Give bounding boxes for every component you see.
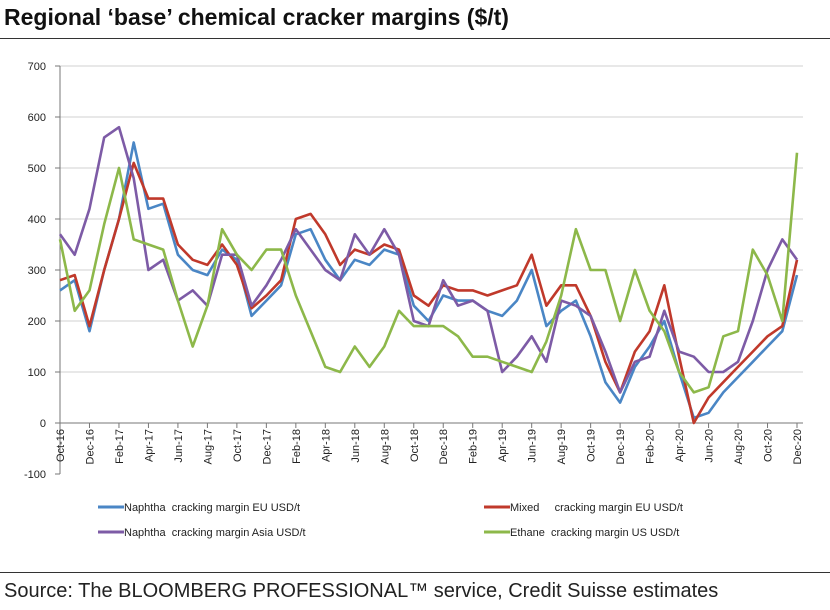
title-divider (0, 38, 830, 39)
x-tick-label: Aug-19 (556, 429, 568, 464)
x-tick-label: Oct-20 (763, 429, 775, 462)
legend-label: Mixed cracking margin EU USD/t (510, 502, 683, 514)
x-tick-label: Jun-20 (704, 429, 716, 463)
x-tick-label: Dec-16 (84, 429, 96, 464)
x-tick-label: Feb-18 (291, 429, 303, 464)
x-tick-label: Apr-19 (497, 429, 509, 462)
line-chart: -100 0 100 200 300 400 500 600 700 Oct-16 Dec-16 Fe… (24, 61, 804, 539)
y-tick-label: 600 (28, 112, 46, 124)
x-tick-label: Aug-20 (733, 429, 745, 464)
y-tick-label: 700 (28, 61, 46, 73)
x-tick-label: Feb-17 (114, 429, 126, 464)
y-tick-label: 200 (28, 316, 46, 328)
chart-title: Regional ‘base’ chemical cracker margins… (4, 4, 509, 30)
x-tick-label: Oct-19 (586, 429, 598, 462)
axes: -100 0 100 200 300 400 500 600 700 Oct-16 Dec-16 Fe… (24, 61, 804, 481)
source-divider (0, 572, 830, 573)
x-tick-label: Apr-17 (143, 429, 155, 462)
y-tick-label: 100 (28, 367, 46, 379)
legend-label: Naphtha cracking margin Asia USD/t (124, 527, 306, 539)
y-tick-label: 400 (28, 214, 46, 226)
x-tick-label: Jun-18 (350, 429, 362, 463)
x-tick-label: Jun-19 (527, 429, 539, 463)
x-tick-label: Feb-19 (468, 429, 480, 464)
y-tick-label: 500 (28, 163, 46, 175)
x-tick-label: Oct-18 (409, 429, 421, 462)
y-tick-label: -100 (24, 469, 46, 481)
x-tick-label: Aug-17 (202, 429, 214, 464)
series-line (58, 152, 799, 394)
x-tick-label: Jun-17 (173, 429, 185, 463)
x-tick-label: Apr-18 (320, 429, 332, 462)
legend-label: Naphtha cracking margin EU USD/t (124, 502, 300, 514)
y-tick-label: 0 (40, 418, 46, 430)
y-tick-label: 300 (28, 265, 46, 277)
legend-label: Ethane cracking margin US USD/t (510, 527, 679, 539)
x-tick-label: Dec-17 (261, 429, 273, 464)
x-tick-label: Oct-17 (232, 429, 244, 462)
x-tick-label: Feb-20 (645, 429, 657, 464)
series-lines (58, 125, 799, 425)
x-tick-label: Dec-18 (438, 429, 450, 464)
series-line (59, 161, 799, 425)
x-tick-label: Aug-18 (379, 429, 391, 464)
x-tick-label: Dec-19 (615, 429, 627, 464)
x-tick-label: Apr-20 (674, 429, 686, 462)
x-tick-label: Dec-20 (792, 429, 804, 464)
x-tick-label: Oct-16 (55, 429, 67, 462)
series-line (58, 125, 799, 394)
source-note: Source: The BLOOMBERG PROFESSIONAL™ serv… (4, 580, 719, 602)
legend: Naphtha cracking margin EU USD/t Mixed cr… (98, 502, 683, 539)
